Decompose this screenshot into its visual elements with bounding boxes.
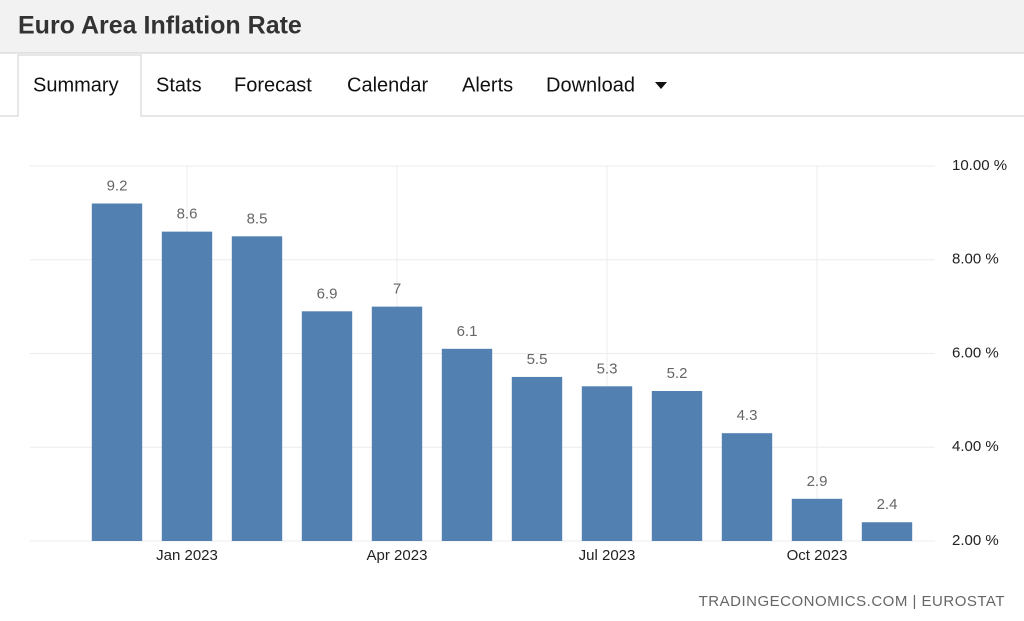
bar: [791, 498, 843, 541]
tab[interactable]: Stats: [156, 74, 202, 96]
tab[interactable]: Alerts: [462, 74, 513, 96]
x-tick-label: Jul 2023: [579, 547, 636, 564]
value-label: 2.9: [807, 473, 828, 490]
value-label: 2.4: [877, 496, 898, 513]
tab[interactable]: Summary: [33, 74, 119, 96]
tab[interactable]: Download: [546, 74, 635, 96]
value-label: 5.2: [667, 365, 688, 382]
x-tick-label: Jan 2023: [156, 547, 218, 564]
value-label: 8.6: [177, 206, 198, 223]
value-label: 6.1: [457, 323, 478, 340]
bar: [721, 433, 773, 541]
y-tick-label: 8.00 %: [952, 251, 999, 268]
value-label: 5.5: [527, 351, 548, 368]
y-tick-label: 4.00 %: [952, 438, 999, 455]
tab[interactable]: Forecast: [234, 74, 312, 96]
x-tick-label: Apr 2023: [367, 547, 428, 564]
header-bar: [0, 0, 1024, 53]
bar: [231, 236, 283, 541]
value-label: 8.5: [247, 210, 268, 227]
y-tick-label: 10.00 %: [952, 157, 1007, 174]
value-label: 9.2: [107, 177, 128, 194]
y-tick-label: 6.00 %: [952, 344, 999, 361]
value-label: 4.3: [737, 407, 758, 424]
bar: [91, 203, 143, 541]
y-tick-label: 2.00 %: [952, 532, 999, 549]
page-title: Euro Area Inflation Rate: [18, 12, 302, 40]
bar: [861, 522, 913, 541]
value-label: 7: [393, 281, 401, 298]
dropdown-arrow[interactable]: [655, 82, 667, 89]
active-tab: [17, 54, 142, 116]
value-label: 5.3: [597, 360, 618, 377]
bar: [161, 231, 213, 541]
bar: [651, 391, 703, 541]
source: TRADINGECONOMICS.COM | EUROSTAT: [699, 593, 1005, 610]
tab[interactable]: Calendar: [347, 74, 429, 96]
bar: [441, 348, 493, 541]
bar: [511, 376, 563, 541]
x-tick-label: Oct 2023: [787, 547, 848, 564]
active-tab-gap: [19, 112, 140, 118]
bar: [371, 306, 423, 541]
bar: [581, 386, 633, 541]
bar: [301, 311, 353, 541]
value-label: 6.9: [317, 285, 338, 302]
